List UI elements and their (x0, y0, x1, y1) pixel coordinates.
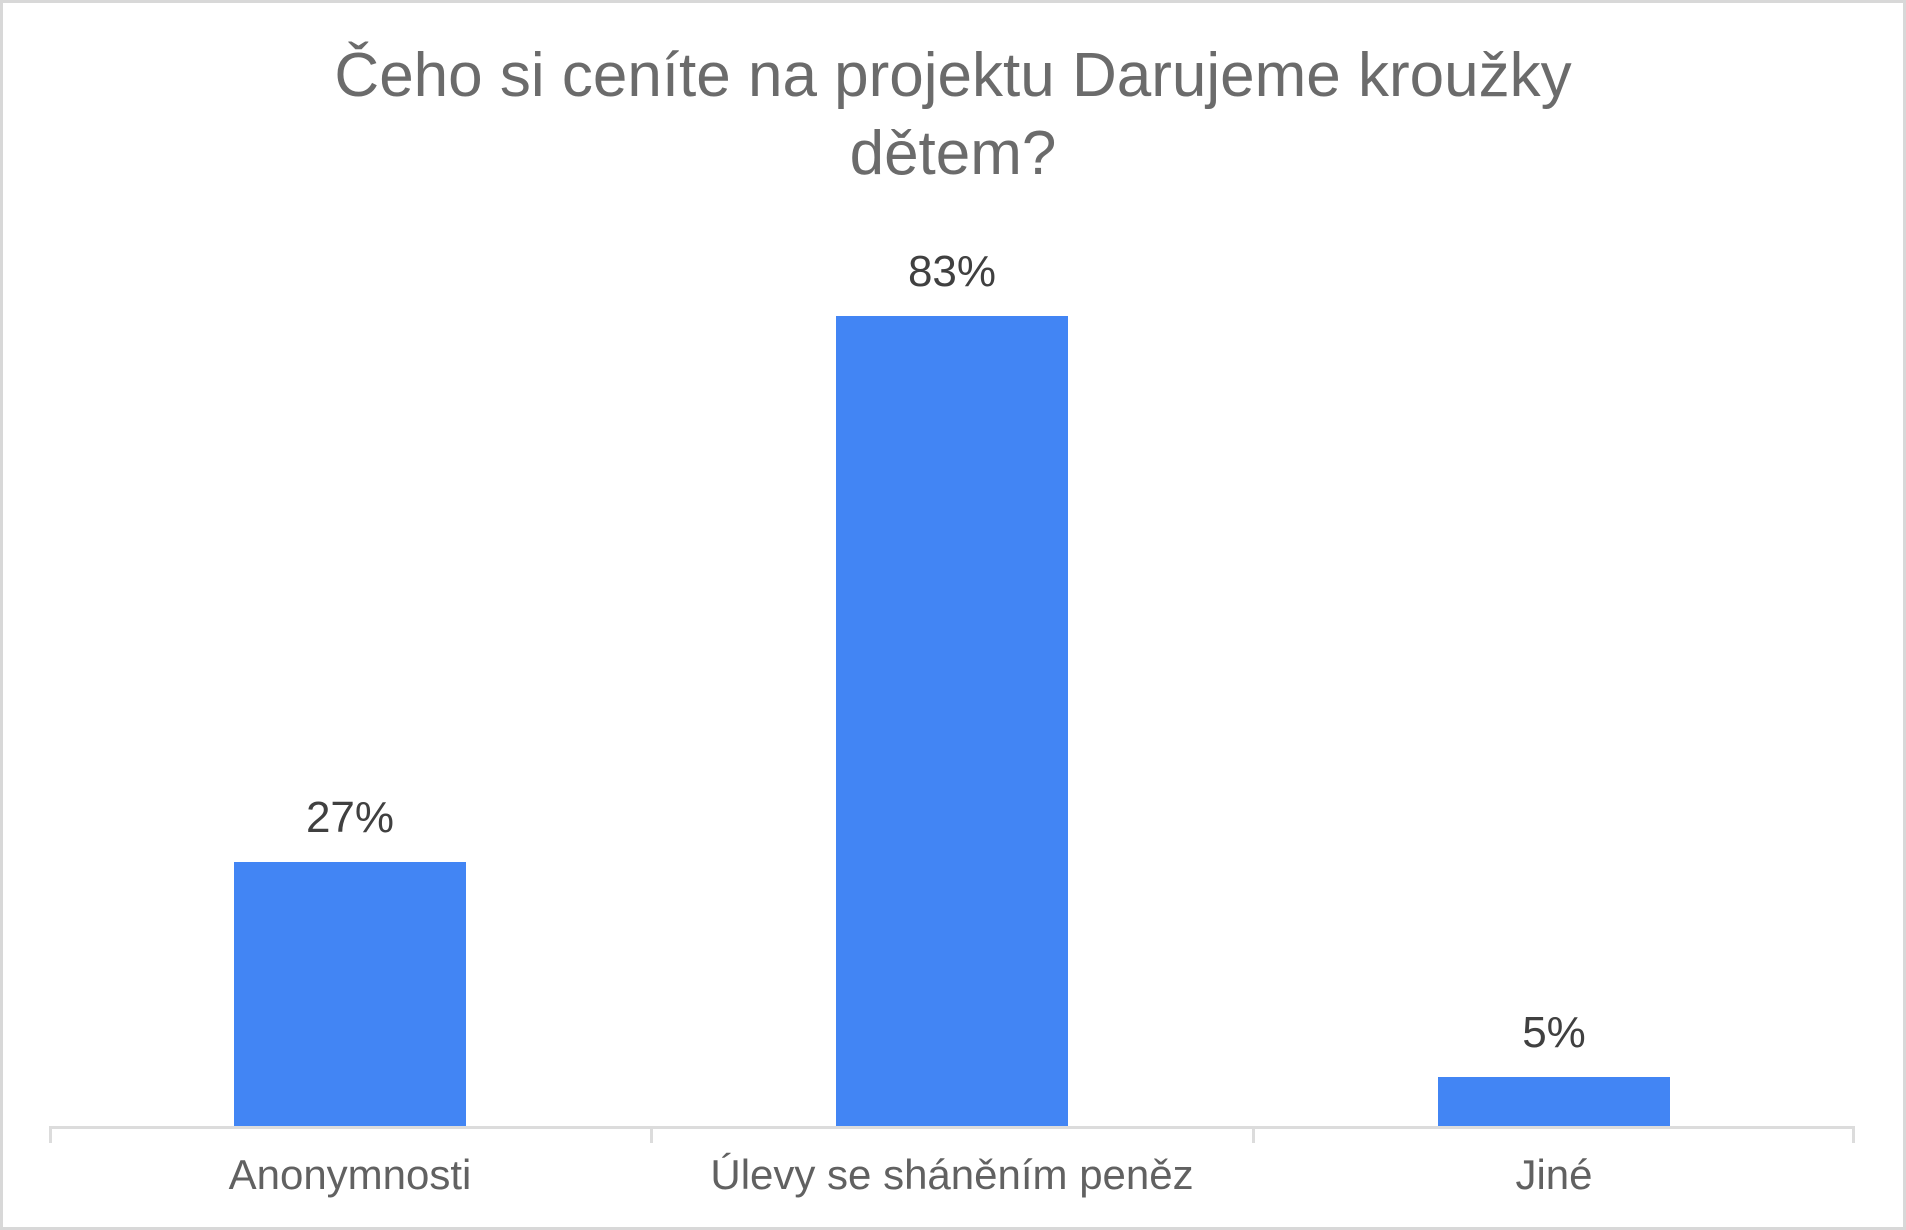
category-label: Jiné (1515, 1151, 1593, 1198)
bar-value-label: 83% (907, 246, 997, 296)
bar (1438, 1077, 1670, 1126)
bar-value-label: 5% (1522, 1008, 1586, 1058)
category-label: Anonymnosti (228, 1151, 472, 1198)
bar (234, 862, 466, 1126)
chart-title: Čeho si ceníte na projektu Darujeme krou… (334, 41, 1572, 189)
chart-title-row: Čeho si ceníte na projektu Darujeme krou… (3, 37, 1903, 193)
axis-tick (49, 1126, 52, 1143)
bar (836, 315, 1068, 1126)
x-axis-line (49, 1126, 1855, 1129)
axis-tick (1852, 1126, 1855, 1143)
plot-area: 27% 83% 5% (49, 150, 1855, 1143)
category-label: Úlevy se sháněním peněz (710, 1151, 1194, 1198)
axis-tick (650, 1126, 653, 1143)
bar-value-label: 27% (305, 793, 395, 843)
x-axis-labels: Anonymnosti Úlevy se sháněním peněz Jiné (49, 1151, 1855, 1211)
axis-tick (1252, 1126, 1255, 1143)
